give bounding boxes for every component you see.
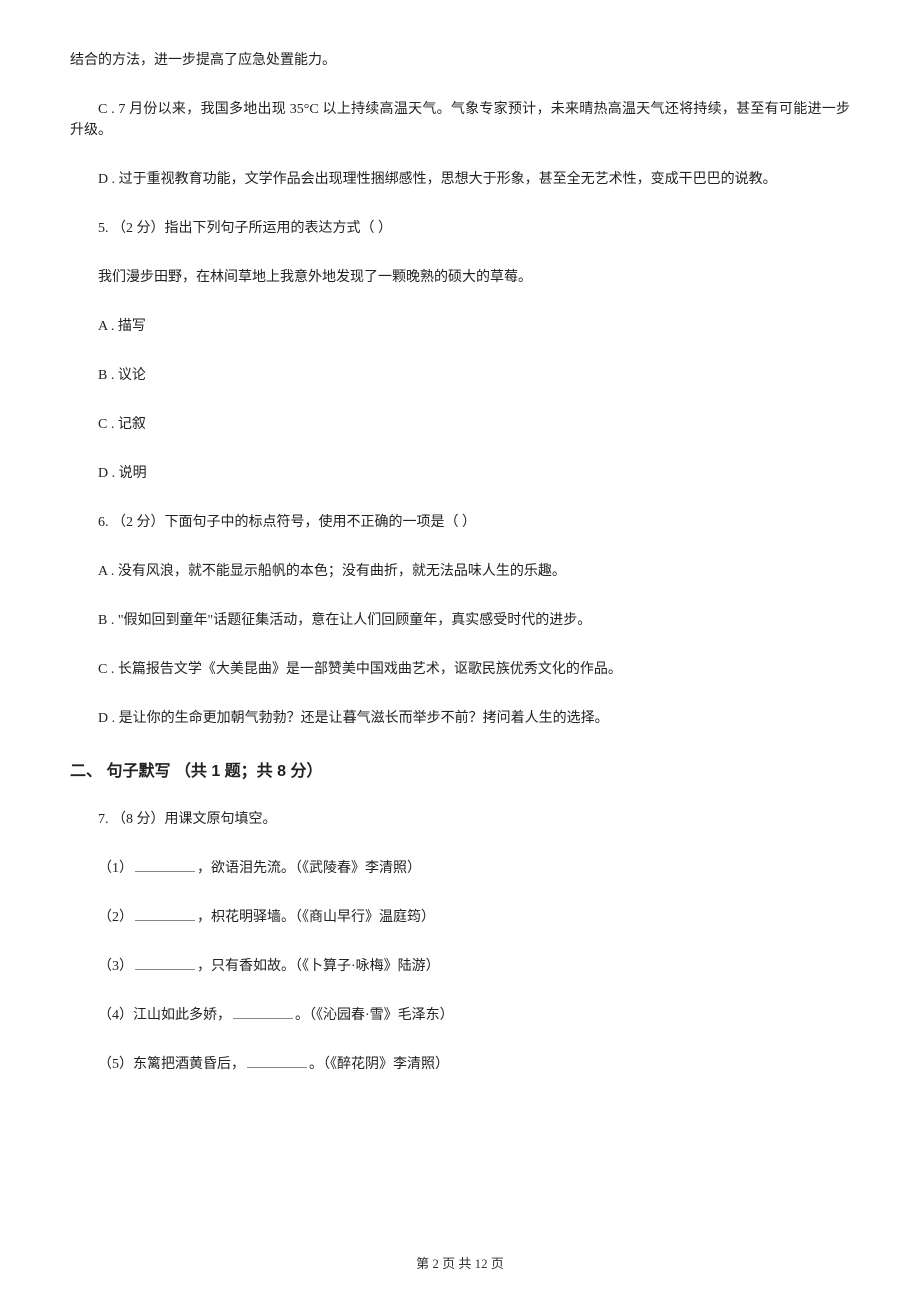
q7-3-after: ，只有香如故。（《卜算子·咏梅》陆游）	[197, 959, 440, 974]
q7-4-after: 。（《沁园春·雪》毛泽东）	[295, 1008, 454, 1023]
q7-sub-4: （4）江山如此多娇， 。（《沁园春·雪》毛泽东）	[70, 1005, 850, 1026]
q6-option-a: A . 没有风浪，就不能显示船帆的本色；没有曲折，就无法品味人生的乐趣。	[70, 561, 850, 582]
blank-fill	[233, 1005, 293, 1019]
q4-continuation: 结合的方法，进一步提高了应急处置能力。	[70, 50, 850, 71]
blank-fill	[135, 858, 195, 872]
q7-1-after: ，欲语泪先流。（《武陵春》李清照）	[197, 861, 421, 876]
q7-sub-5: （5）东篱把酒黄昏后， 。（《醉花阴》李清照）	[70, 1054, 850, 1075]
q7-1-prefix: （1）	[98, 861, 133, 876]
q7-3-prefix: （3）	[98, 959, 133, 974]
q5-option-a: A . 描写	[70, 316, 850, 337]
q6-option-d: D . 是让你的生命更加朝气勃勃？还是让暮气滋长而举步不前？拷问着人生的选择。	[70, 708, 850, 729]
q7-2-prefix: （2）	[98, 910, 133, 925]
q4-option-d: D . 过于重视教育功能，文学作品会出现理性捆绑感性，思想大于形象，甚至全无艺术…	[70, 169, 850, 190]
q5-option-d: D . 说明	[70, 463, 850, 484]
q6-option-b: B . "假如回到童年"话题征集活动，意在让人们回顾童年，真实感受时代的进步。	[70, 610, 850, 631]
q6-stem: 6. （2 分）下面句子中的标点符号，使用不正确的一项是（ ）	[70, 512, 850, 533]
blank-fill	[135, 907, 195, 921]
q5-option-b: B . 议论	[70, 365, 850, 386]
q4-option-c: C . 7 月份以来，我国多地出现 35°C 以上持续高温天气。气象专家预计，未…	[70, 99, 850, 141]
q5-stem: 5. （2 分）指出下列句子所运用的表达方式（ ）	[70, 218, 850, 239]
blank-fill	[247, 1054, 307, 1068]
q6-option-c: C . 长篇报告文学《大美昆曲》是一部赞美中国戏曲艺术，讴歌民族优秀文化的作品。	[70, 659, 850, 680]
q7-4-before: （4）江山如此多娇，	[98, 1008, 231, 1023]
section-2-heading: 二、 句子默写 （共 1 题；共 8 分）	[70, 757, 850, 781]
q7-sub-1: （1） ，欲语泪先流。（《武陵春》李清照）	[70, 858, 850, 879]
q7-sub-2: （2） ，枳花明驿墙。（《商山早行》温庭筠）	[70, 907, 850, 928]
blank-fill	[135, 956, 195, 970]
q5-option-c: C . 记叙	[70, 414, 850, 435]
q7-sub-3: （3） ，只有香如故。（《卜算子·咏梅》陆游）	[70, 956, 850, 977]
q7-5-after: 。（《醉花阴》李清照）	[309, 1057, 449, 1072]
q7-5-before: （5）东篱把酒黄昏后，	[98, 1057, 245, 1072]
q7-stem: 7. （8 分）用课文原句填空。	[70, 809, 850, 830]
q5-body: 我们漫步田野，在林间草地上我意外地发现了一颗晚熟的硕大的草莓。	[70, 267, 850, 288]
q7-2-after: ，枳花明驿墙。（《商山早行》温庭筠）	[197, 910, 435, 925]
page-footer: 第 2 页 共 12 页	[0, 1253, 920, 1272]
